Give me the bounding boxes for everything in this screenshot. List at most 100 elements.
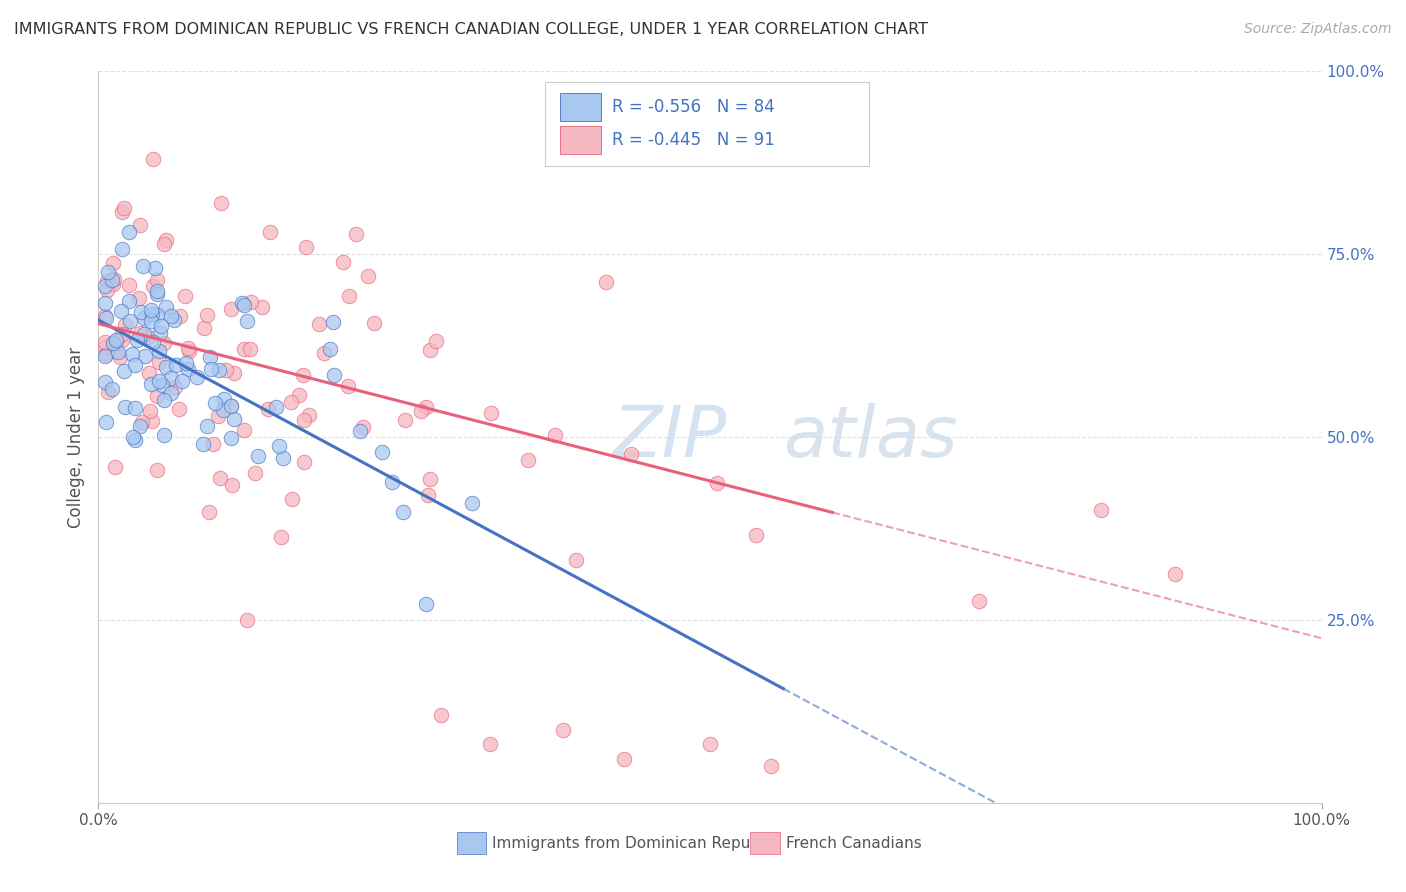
Point	[132, 310, 155, 325]
Point	[118, 277, 141, 292]
Point	[94, 349, 117, 363]
Point	[149, 319, 172, 334]
Point	[145, 463, 167, 477]
Point	[565, 552, 588, 566]
Point	[314, 346, 336, 360]
Point	[349, 424, 371, 438]
Point	[332, 254, 354, 268]
Point	[706, 476, 728, 491]
Point	[97, 265, 120, 279]
Point	[167, 401, 190, 416]
Point	[101, 382, 124, 396]
Point	[150, 378, 173, 392]
Point	[138, 366, 160, 380]
Point	[124, 401, 146, 415]
Point	[1164, 567, 1187, 582]
Point	[174, 355, 197, 369]
Point	[478, 737, 501, 751]
Point	[134, 349, 156, 363]
Point	[239, 343, 262, 357]
Point	[1090, 502, 1112, 516]
Point	[425, 334, 447, 348]
Point	[103, 271, 125, 285]
Point	[94, 335, 117, 350]
Point	[267, 439, 290, 453]
Point	[153, 427, 176, 442]
Point	[266, 401, 288, 415]
Point	[112, 201, 135, 215]
Point	[146, 286, 169, 301]
Point	[141, 307, 163, 321]
Text: French Canadians: French Canadians	[786, 836, 921, 851]
Point	[160, 371, 183, 385]
Point	[118, 313, 141, 327]
Point	[136, 330, 159, 344]
Point	[270, 530, 292, 544]
Point	[122, 430, 145, 444]
Point	[419, 472, 441, 486]
Point	[121, 347, 143, 361]
Point	[356, 269, 378, 284]
Point	[163, 379, 186, 393]
Point	[219, 301, 242, 316]
Point	[212, 392, 235, 407]
Point	[177, 362, 200, 376]
Point	[479, 406, 502, 420]
Point	[292, 368, 315, 382]
Y-axis label: College, Under 1 year: College, Under 1 year	[67, 346, 86, 528]
Point	[149, 326, 172, 340]
Point	[297, 408, 319, 422]
Point	[295, 240, 318, 254]
Point	[148, 354, 170, 368]
Text: Source: ZipAtlas.com: Source: ZipAtlas.com	[1244, 22, 1392, 37]
Point	[202, 437, 225, 451]
Point	[224, 412, 246, 426]
Point	[110, 333, 132, 347]
Point	[381, 475, 404, 489]
Point	[292, 455, 315, 469]
FancyBboxPatch shape	[560, 126, 602, 154]
Point	[160, 386, 183, 401]
Point	[259, 225, 281, 239]
Point	[193, 437, 215, 451]
FancyBboxPatch shape	[560, 94, 602, 121]
Point	[177, 341, 200, 355]
Point	[209, 196, 232, 211]
Point	[112, 364, 135, 378]
Point	[239, 294, 262, 309]
Point	[148, 374, 170, 388]
Point	[153, 236, 176, 251]
Point	[155, 360, 177, 375]
Point	[96, 274, 118, 288]
Point	[967, 594, 990, 608]
Point	[553, 723, 575, 737]
Point	[160, 309, 183, 323]
Point	[221, 399, 243, 413]
Point	[416, 487, 439, 501]
Point	[231, 296, 253, 310]
Point	[111, 204, 134, 219]
Point	[142, 335, 165, 350]
Point	[250, 300, 273, 314]
Point	[141, 414, 163, 428]
Point	[107, 345, 129, 359]
Point	[186, 370, 208, 384]
Point	[101, 277, 124, 291]
Point	[198, 350, 221, 364]
Point	[96, 283, 118, 297]
Point	[125, 333, 148, 347]
Point	[142, 279, 165, 293]
Point	[139, 303, 162, 318]
Point	[93, 340, 115, 354]
Point	[93, 376, 115, 390]
Point	[215, 363, 238, 377]
Point	[394, 413, 416, 427]
Point	[257, 401, 280, 416]
Point	[96, 311, 118, 326]
Point	[208, 362, 231, 376]
Point	[371, 445, 394, 459]
Point	[193, 321, 215, 335]
Point	[132, 259, 155, 273]
Point	[200, 362, 222, 376]
Point	[281, 492, 304, 507]
